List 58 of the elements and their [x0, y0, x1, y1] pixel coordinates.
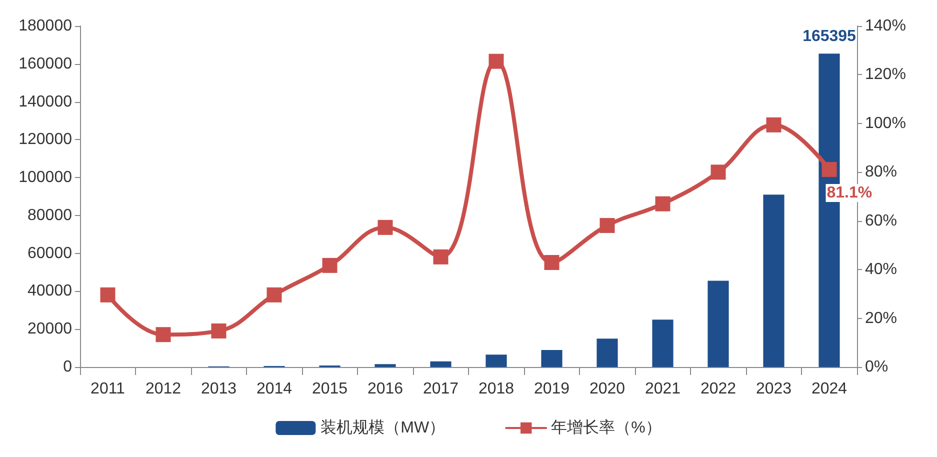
point [211, 323, 226, 338]
y2-tick-label: 100% [865, 114, 906, 132]
y2-tick-label: 140% [865, 18, 906, 34]
x-tick-label: 2017 [422, 380, 459, 398]
x-tick-label: 2011 [90, 380, 126, 398]
x-tick-label: 2020 [589, 380, 626, 398]
point [378, 220, 393, 235]
bar [596, 338, 618, 367]
data-label: 165395 [802, 28, 856, 46]
point [156, 327, 171, 342]
x-tick-label: 2014 [256, 380, 292, 398]
point [544, 255, 560, 270]
x-tick-label: 2021 [644, 380, 681, 398]
point [600, 218, 615, 233]
y2-tick-label: 0% [865, 358, 888, 376]
bar [652, 320, 674, 367]
point [766, 117, 782, 132]
bar [430, 361, 452, 367]
point [488, 54, 504, 69]
y-tick-label: 80000 [28, 206, 72, 224]
y-tick-label: 60000 [28, 244, 72, 262]
y-tick-label: 180000 [18, 18, 72, 34]
bar [374, 364, 396, 367]
x-tick-label: 2012 [145, 380, 182, 398]
point [822, 162, 837, 177]
x-tick-label: 2022 [700, 380, 736, 398]
legend-label: 装机规模（MW） [320, 418, 446, 436]
bar [541, 350, 562, 367]
bar [763, 194, 784, 367]
y2-tick-label: 40% [865, 261, 898, 278]
y-tick-label: 140000 [18, 93, 72, 110]
point [100, 287, 116, 302]
point [433, 249, 448, 264]
x-tick-label: 2016 [367, 380, 404, 398]
y2-tick-label: 80% [865, 164, 898, 181]
x-tick-label: 2019 [534, 380, 570, 398]
bar [708, 280, 729, 367]
y-tick-label: 40000 [28, 282, 72, 300]
point [266, 287, 282, 302]
bar [486, 354, 507, 367]
data-label: 81.1% [826, 184, 872, 202]
y2-tick-label: 20% [865, 310, 898, 327]
y2-tick-label: 60% [865, 212, 898, 230]
legend-label: 年增长率（%） [551, 418, 662, 436]
point [710, 164, 726, 180]
point [322, 258, 338, 273]
y-tick-label: 0 [63, 358, 72, 376]
y-tick-label: 160000 [18, 55, 72, 72]
x-tick-label: 2018 [478, 380, 514, 398]
x-tick-label: 2024 [811, 380, 848, 398]
x-tick-label: 2023 [756, 380, 792, 398]
y-tick-label: 20000 [28, 320, 72, 338]
y-tick-label: 100000 [18, 169, 72, 186]
y-tick-label: 120000 [18, 131, 72, 148]
x-tick-label: 2013 [200, 380, 237, 398]
point [655, 196, 670, 212]
y2-tick-label: 120% [865, 66, 906, 84]
x-tick-label: 2015 [312, 380, 348, 398]
